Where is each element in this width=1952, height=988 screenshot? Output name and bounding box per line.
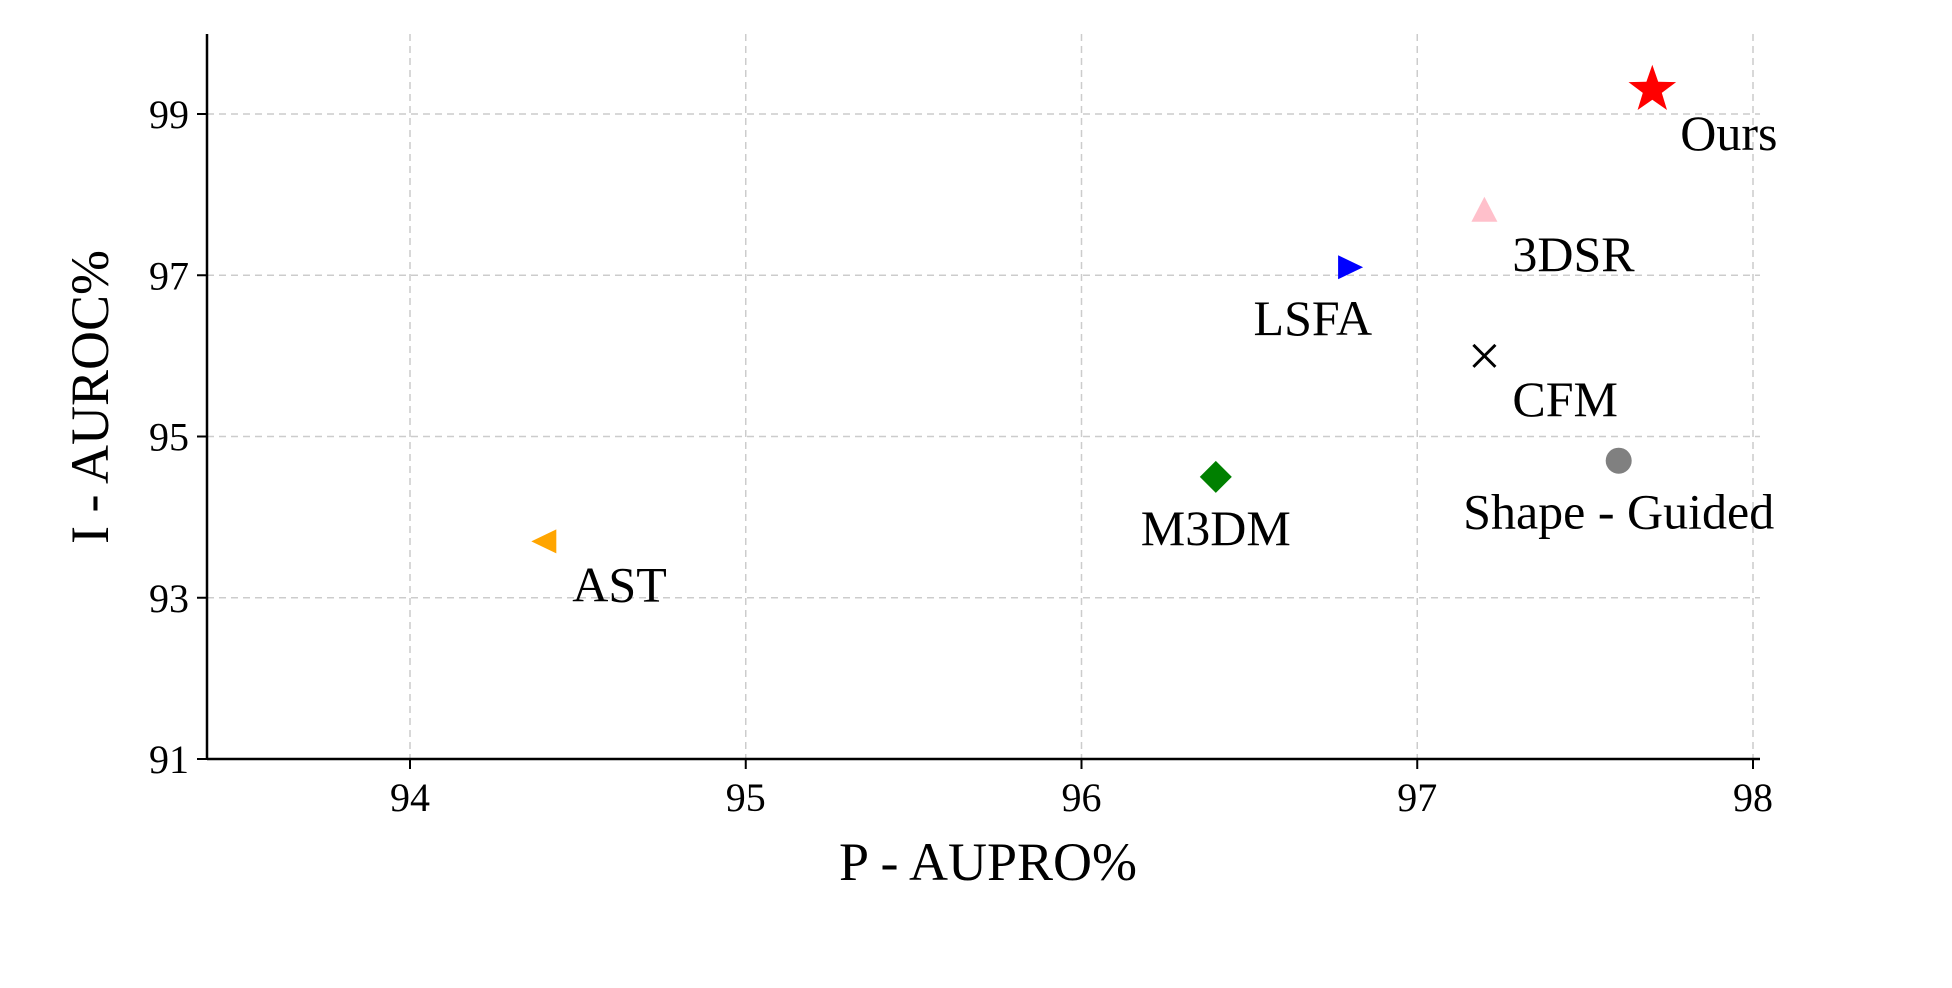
data-points [531, 64, 1677, 554]
point-labels: AST M3DM LSFA CFM 3DSR Shape - Guided Ours [572, 105, 1777, 612]
point-3dsr-label: 3DSR [1512, 226, 1635, 282]
point-ast-label: AST [572, 556, 666, 612]
x-tick-label: 96 [1062, 775, 1102, 820]
x-tick-label: 95 [726, 775, 766, 820]
y-axis-title: I - AUROC% [60, 250, 120, 544]
point-lsfa-label: LSFA [1254, 290, 1373, 346]
y-tick-label: 91 [149, 737, 189, 782]
point-cfm-label: CFM [1512, 371, 1618, 427]
axes [205, 34, 1760, 761]
point-3dsr [1471, 196, 1498, 222]
y-tick-label: 95 [149, 415, 189, 460]
x-tick-label: 97 [1397, 775, 1437, 820]
ticks: 94 95 96 97 98 91 93 95 97 99 [149, 92, 1773, 820]
y-tick-label: 93 [149, 576, 189, 621]
point-ours [1628, 64, 1677, 110]
y-tick-label: 99 [149, 92, 189, 137]
x-tick-label: 98 [1733, 775, 1773, 820]
point-ours-label: Ours [1680, 105, 1777, 161]
x-tick-label: 94 [390, 775, 430, 820]
point-ast [531, 529, 557, 554]
x-axis-title: P - AUPRO% [839, 832, 1137, 892]
point-cfm-stroke [1472, 343, 1497, 368]
point-cfm [1472, 343, 1497, 368]
point-shape-guided [1605, 447, 1632, 474]
point-m3dm [1199, 460, 1232, 493]
point-m3dm-label: M3DM [1141, 500, 1291, 556]
point-lsfa [1338, 255, 1364, 280]
y-tick-label: 97 [149, 253, 189, 298]
point-shape-guided-label: Shape - Guided [1463, 484, 1774, 540]
